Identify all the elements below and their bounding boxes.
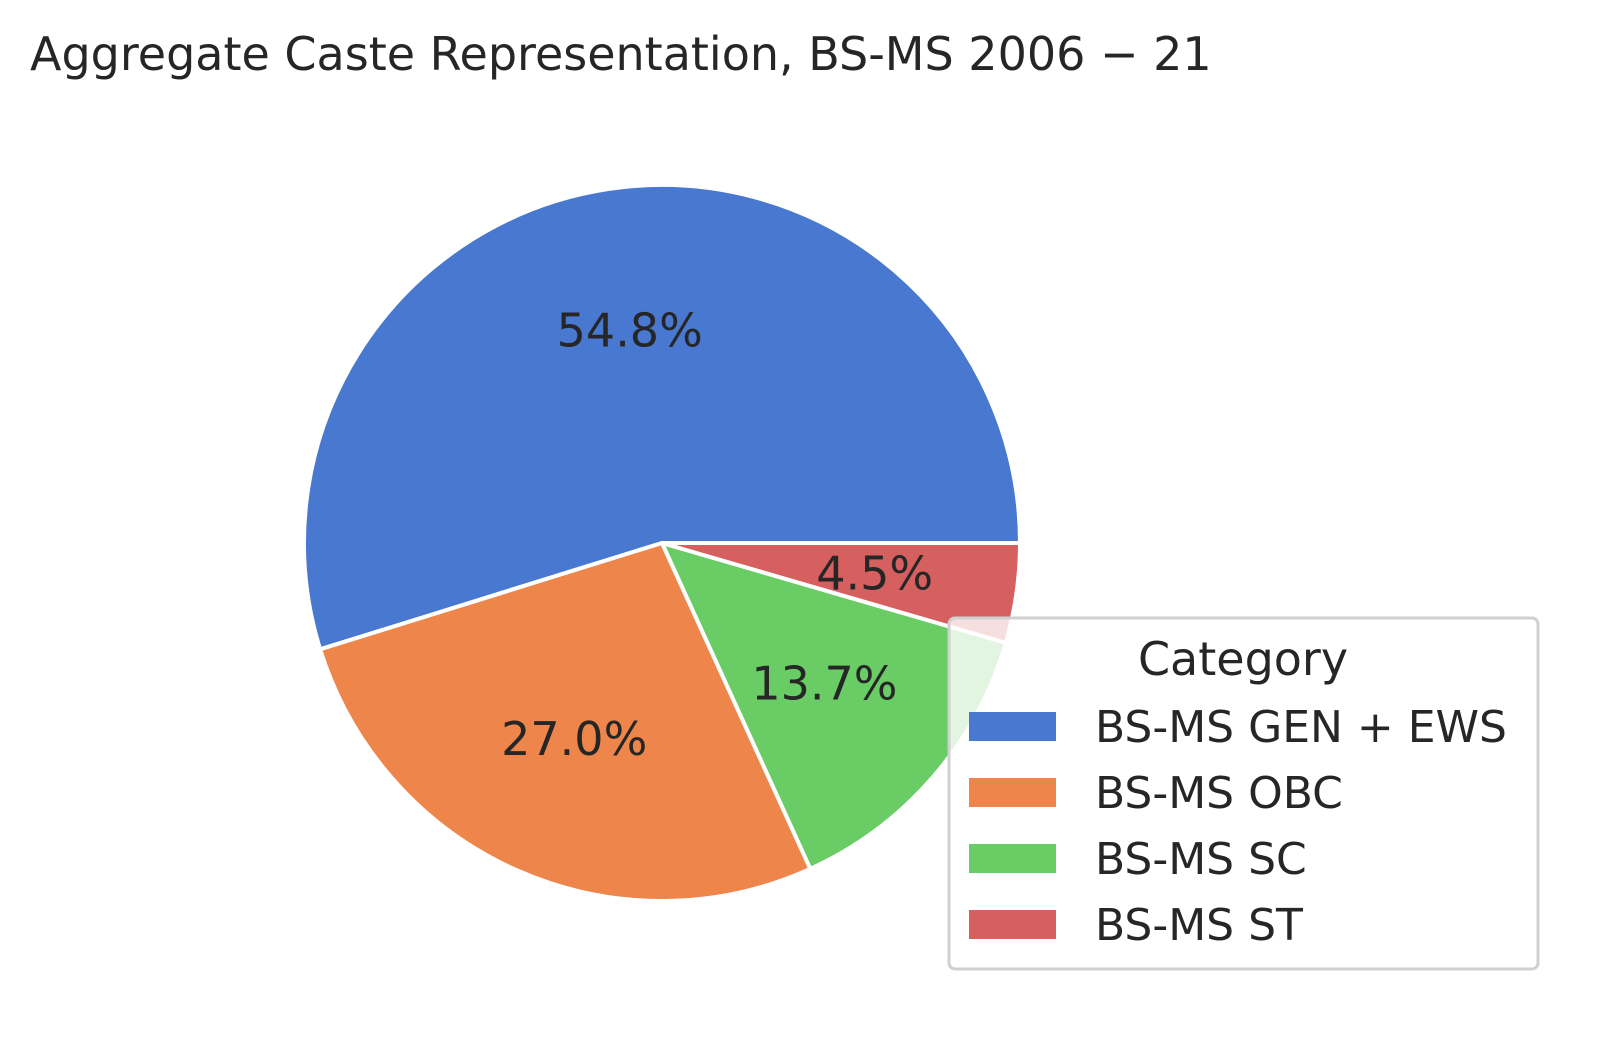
legend-item: BS-MS ST	[969, 900, 1303, 951]
legend-box	[947, 616, 1540, 971]
chart-title: Aggregate Caste Representation, BS-MS 20…	[30, 27, 1212, 81]
legend-item: BS-MS OBC	[969, 768, 1343, 819]
pie-labels: 54.8% 27.0% 13.7% 4.5%	[501, 304, 933, 766]
pie-slices	[302, 183, 1022, 903]
legend: Category BS-MS GEN + EWS BS-MS OBC BS-MS S…	[947, 616, 1540, 971]
legend-label: BS-MS GEN + EWS	[1095, 702, 1507, 753]
legend-swatch	[969, 778, 1056, 807]
legend-label: BS-MS OBC	[1095, 768, 1343, 819]
pie-label: 4.5%	[816, 546, 933, 600]
legend-item: BS-MS SC	[969, 834, 1307, 885]
legend-item: BS-MS GEN + EWS	[969, 702, 1507, 753]
pie-label: 27.0%	[501, 712, 647, 766]
pie-label: 54.8%	[557, 304, 703, 358]
legend-swatch	[969, 910, 1056, 939]
legend-swatch	[969, 844, 1056, 873]
legend-label: BS-MS ST	[1095, 900, 1303, 951]
legend-label: BS-MS SC	[1095, 834, 1307, 885]
pie-slice-bs-ms-gen-ews	[302, 183, 1022, 652]
legend-swatch	[969, 712, 1056, 741]
pie-label: 13.7%	[751, 657, 897, 711]
legend-title: Category	[1138, 632, 1348, 686]
pie-slice-bs-ms-obc	[318, 541, 813, 903]
